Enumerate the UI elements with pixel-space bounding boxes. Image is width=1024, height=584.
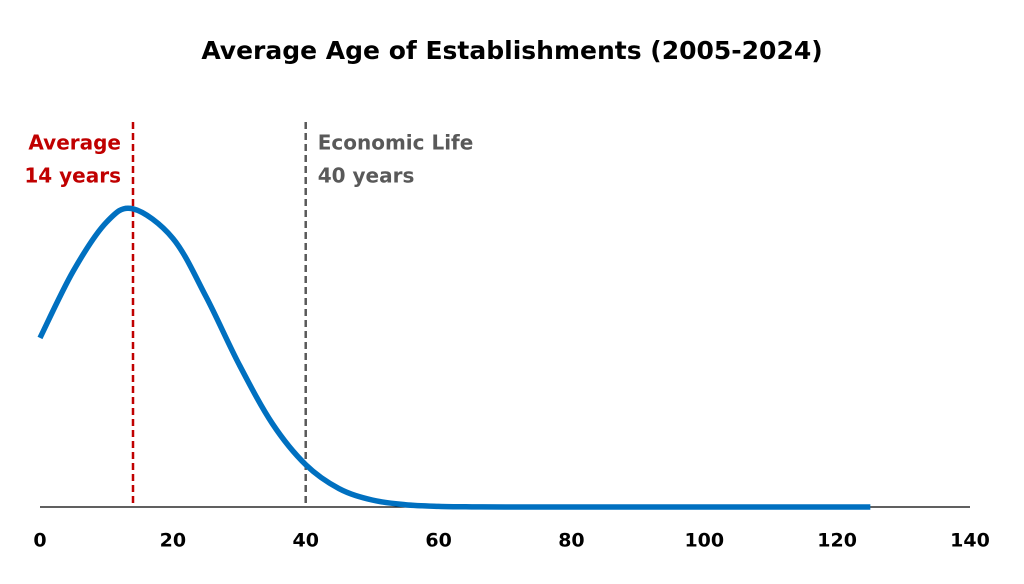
chart-title: Average Age of Establishments (2005-2024…	[201, 36, 822, 65]
x-tick-label: 60	[425, 530, 451, 552]
annotation: Economic Life	[318, 131, 474, 155]
x-tick-label: 140	[950, 530, 990, 552]
x-tick-label: 80	[558, 530, 584, 552]
x-tick-label: 100	[684, 530, 724, 552]
x-tick-label: 0	[33, 530, 46, 552]
x-tick-label: 40	[292, 530, 318, 552]
x-tick-label: 120	[817, 530, 857, 552]
annotation: 40 years	[318, 164, 415, 188]
annotation: Average	[28, 131, 121, 155]
line-series	[37, 205, 871, 510]
annotation: 14 years	[24, 164, 121, 188]
x-tick-label: 20	[160, 530, 186, 552]
